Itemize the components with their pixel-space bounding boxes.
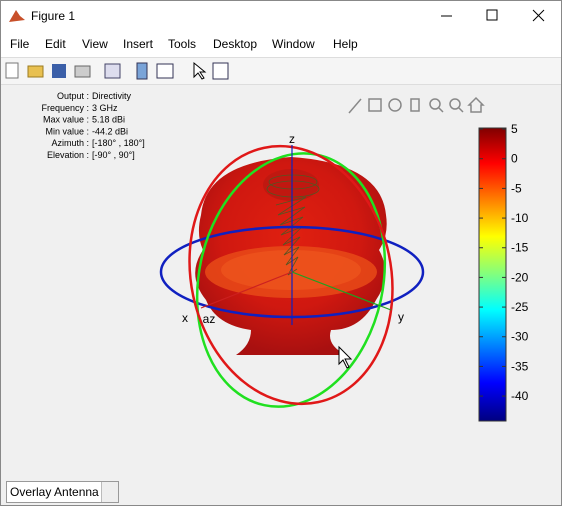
colorbar-tick-label: 5 [511,122,518,136]
menu-item[interactable]: File [10,37,30,51]
colorbar-tick-label: -40 [511,389,529,403]
colorbar-tick-label: -25 [511,300,529,314]
z-label: z [289,132,295,146]
menu-item[interactable]: Edit [45,37,66,51]
colorbar-tick-label: -10 [511,211,529,225]
info-label: Azimuth : [51,138,89,148]
x-label: x [182,311,188,325]
app-icon [9,10,25,22]
menu-item[interactable]: Tools [168,37,197,51]
colorbar-ticks: 5 0 -5 -10 -15 -20 -25 -30 -35 -40 [479,122,529,403]
menu-item[interactable]: Insert [123,37,154,51]
info-label: Min value : [45,126,89,136]
dropdown-arrow [101,482,118,502]
colorbar-tick-label: -15 [511,241,529,255]
info-value: -44.2 dBi [92,126,128,136]
info-value: 5.18 dBi [92,115,125,125]
title-bar: Figure 1 [1,1,561,31]
info-value: [-180° , 180°] [92,138,145,148]
colorbar [478,127,507,422]
colorbar-tick-label: 0 [511,152,518,166]
overlay-dropdown[interactable]: Overlay Antenna [6,481,119,503]
window-controls[interactable] [431,1,561,31]
axis-lines [200,145,392,325]
colorbar-tick-label: -5 [511,181,522,195]
colorbar-tick-label: -20 [511,270,529,284]
dropdown-value: Overlay Antenna [10,485,99,499]
menu-item[interactable]: Desktop [213,37,258,51]
cursor [338,345,353,369]
axes-toolbar[interactable] [348,96,485,114]
y-label: y [398,310,404,324]
az-label: az [203,312,216,326]
window-title: Figure 1 [31,9,76,23]
menu-item[interactable]: Help [333,37,358,51]
info-value: Directivity [92,91,132,101]
info-label: Max value : [43,115,89,125]
colorbar-tick-label: -30 [511,330,529,344]
info-value: [-90° , 90°] [92,150,135,160]
info-label: Frequency : [41,103,89,113]
info-label: Elevation : [47,150,89,160]
menu-bar: File Edit View Insert Tools Desktop Window Help [1,31,561,58]
menu-item[interactable]: Window [272,37,315,51]
colorbar-tick-label: -35 [511,359,529,373]
menu-item[interactable]: View [82,37,108,51]
info-value: 3 GHz [92,103,118,113]
toolbar [1,58,561,85]
info-label: Output : [57,91,89,101]
toolbar-icons[interactable] [1,58,241,84]
